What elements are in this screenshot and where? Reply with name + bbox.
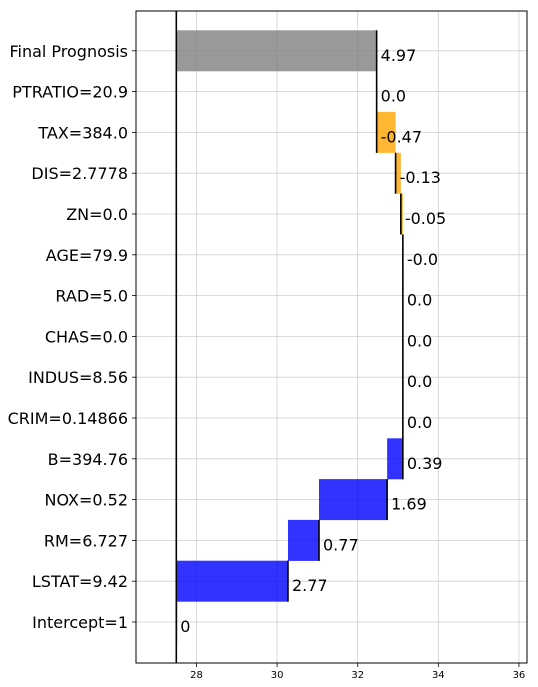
bar-value-label: 1.69	[391, 495, 427, 514]
y-tick-label: DIS=2.7778	[31, 164, 128, 183]
bar-value-label: 0.0	[407, 291, 432, 310]
bar-value-label: 0.0	[381, 87, 406, 106]
bar-value-label: 0.0	[407, 413, 432, 432]
bar-value-label: 4.97	[381, 46, 417, 65]
y-tick-label: AGE=79.9	[46, 246, 128, 265]
y-tick-label: Final Prognosis	[9, 42, 128, 61]
waterfall-bar	[287, 519, 320, 561]
waterfall-bar	[395, 152, 401, 194]
y-tick-label: Intercept=1	[32, 613, 128, 632]
labels-layer: 0 2.77 0.77 1.69 0.39 0.0 0.0 0.0 0.0 -0.0 -0.05 -0…	[180, 46, 446, 636]
bar-value-label: -0.47	[381, 127, 422, 146]
bar-value-label: 0.0	[407, 331, 432, 350]
y-tick-label: NOX=0.52	[44, 491, 128, 510]
y-tick-label: B=394.76	[48, 450, 128, 469]
bar-value-label: 0.39	[407, 454, 443, 473]
y-tick-label: RM=6.727	[44, 531, 128, 550]
y-tick-label: RAD=5.0	[55, 287, 128, 306]
y-tick-label: TAX=384.0	[37, 123, 128, 142]
waterfall-bar	[400, 193, 403, 235]
y-tick-label: CHAS=0.0	[45, 327, 128, 346]
waterfall-bar	[176, 560, 288, 602]
bar-value-label: -0.0	[407, 250, 438, 269]
x-tick-label: 32	[351, 670, 364, 681]
x-tick-label: 28	[190, 670, 203, 681]
bar-value-label: -0.05	[405, 209, 446, 228]
x-tick-label: 34	[432, 670, 445, 681]
waterfall-bar	[176, 30, 377, 72]
plot-frame	[135, 10, 528, 664]
bars-layer	[175, 30, 404, 643]
waterfall-bar	[376, 111, 396, 153]
y-tick-label: INDUS=8.56	[28, 368, 128, 387]
x-tick-label: 30	[271, 670, 284, 681]
waterfall-bar	[387, 438, 403, 480]
bar-value-label: 2.77	[292, 576, 328, 595]
bar-value-label: 0.77	[323, 535, 359, 554]
bar-value-label: 0.0	[407, 372, 432, 391]
waterfall-bar	[319, 479, 388, 521]
y-tick-label: LSTAT=9.42	[32, 572, 128, 591]
x-tick-label: 36	[513, 670, 526, 681]
grid-layer	[136, 11, 527, 663]
y-tick-label: PTRATIO=20.9	[12, 83, 128, 102]
y-tick-label: ZN=0.0	[66, 205, 128, 224]
bar-value-label: 0	[180, 617, 190, 636]
bar-value-label: -0.13	[400, 168, 441, 187]
axis-layer: 28 30 32 34 36 Intercept=1 LSTAT=9.42 RM=6.727 N…	[8, 10, 528, 681]
y-tick-label: CRIM=0.14866	[8, 409, 128, 428]
